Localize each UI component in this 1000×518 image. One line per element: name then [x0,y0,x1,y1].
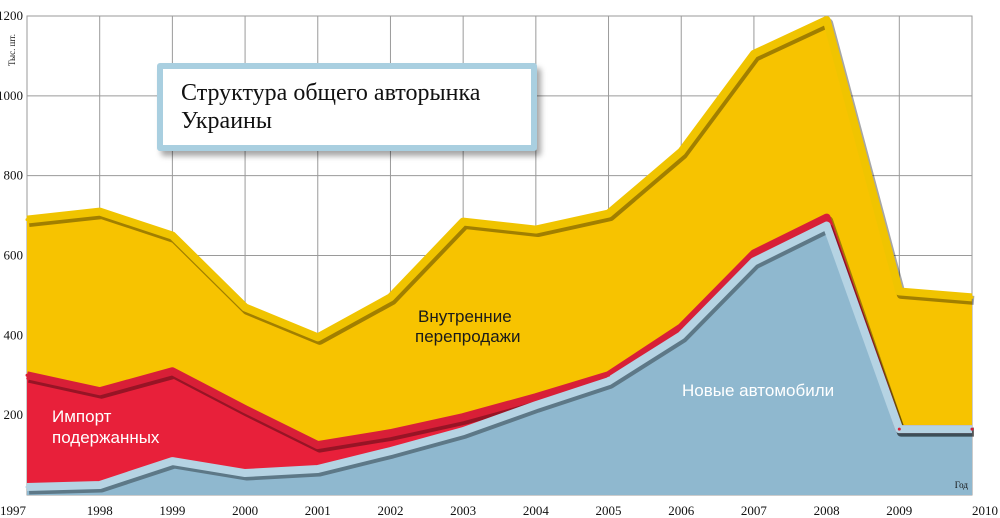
point-s0-1997 [25,485,29,489]
x-axis-label: Год [955,480,969,490]
point-s0-2003 [461,429,465,433]
point-s0-2005 [607,379,611,383]
point-s1-2006 [679,325,683,329]
point-s1-2007 [752,252,756,256]
x-tick-label-2003: 2003 [450,503,476,518]
point-s1-2002 [388,431,392,435]
point-s0-1999 [170,459,174,463]
point-s2-1997 [25,218,29,222]
series-line-2 [26,15,973,342]
x-tick-label-2006: 2006 [668,503,695,518]
point-s2-2001 [316,335,320,339]
y-axis-unit-label: Тыс. шт. [7,34,17,66]
x-tick-label-2001: 2001 [305,503,331,518]
point-s2-2003 [461,220,465,224]
series-label-1: перепродажи [415,327,521,346]
point-s0-2002 [388,449,392,453]
point-s1-2010 [970,427,974,431]
point-s1-2008 [825,216,829,220]
x-tick-label-1998: 1998 [87,503,113,518]
series-line-1 [26,213,972,450]
point-s0-2006 [679,333,683,337]
series-label-4: Новые автомобили [682,381,834,400]
x-tick-label-1999: 1999 [159,503,185,518]
chart-title-box: Структура общего авторынка Украины [157,63,537,151]
x-tick-label-2010: 2010 [972,503,998,518]
series-label-0: Внутренние [418,307,512,326]
point-s2-2007 [752,52,756,56]
point-s2-2000 [243,305,247,309]
point-s1-2004 [534,395,538,399]
point-s1-1998 [98,389,102,393]
x-tick-label-2007: 2007 [741,503,768,518]
point-s1-1997 [25,373,29,377]
y-tick-label-1000: 1000 [0,88,23,103]
x-tick-label-2002: 2002 [377,503,403,518]
point-s2-2002 [388,295,392,299]
point-s2-1998 [98,210,102,214]
series-label-3: подержанных [52,428,160,447]
point-s0-2001 [316,467,320,471]
point-s1-2000 [243,407,247,411]
point-s1-2003 [461,415,465,419]
series-line-0 [26,221,972,492]
x-tick-label-2000: 2000 [232,503,258,518]
x-tick-label-2008: 2008 [814,503,840,518]
x-tick-label-2009: 2009 [886,503,912,518]
point-s2-2009 [897,289,901,293]
series-label-2: Импорт [52,407,112,426]
point-s2-1999 [170,234,174,238]
point-s0-2007 [752,259,756,263]
point-s1-2009 [897,427,901,431]
point-s2-2006 [679,150,683,154]
y-tick-label-800: 800 [4,168,24,183]
point-s2-2004 [534,228,538,232]
point-s0-1998 [98,483,102,487]
y-tick-label-600: 600 [4,248,24,263]
point-s0-2004 [534,403,538,407]
x-tick-label-1997: 1997 [0,503,27,518]
point-s1-2005 [607,373,611,377]
chart-title-line-2: Украины [181,108,273,134]
point-s2-2008 [825,18,829,22]
point-s2-2010 [970,295,974,299]
y-tick-label-400: 400 [4,327,24,342]
x-tick-label-2004: 2004 [523,503,550,518]
point-s0-2008 [825,224,829,228]
y-tick-label-200: 200 [4,407,24,422]
x-tick-label-2005: 2005 [596,503,622,518]
point-s1-1999 [170,369,174,373]
area-0 [27,225,972,495]
point-s2-2005 [607,212,611,216]
point-s1-2001 [316,443,320,447]
y-tick-label-1200: 1200 [0,8,23,23]
chart-title-line-1: Структура общего авторынка [181,80,481,106]
point-s0-2000 [243,471,247,475]
